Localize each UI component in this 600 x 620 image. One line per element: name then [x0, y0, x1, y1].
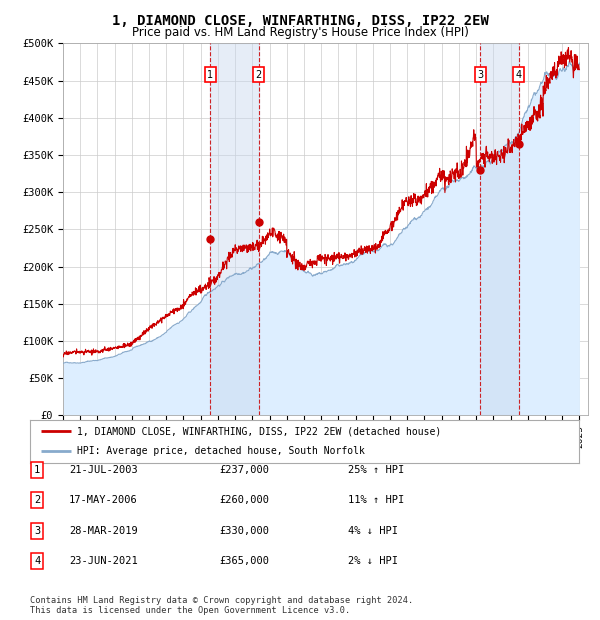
Text: 3: 3	[34, 526, 40, 536]
Text: 4% ↓ HPI: 4% ↓ HPI	[348, 526, 398, 536]
Bar	[480, 43, 518, 415]
Text: 1: 1	[34, 465, 40, 475]
Text: Price paid vs. HM Land Registry's House Price Index (HPI): Price paid vs. HM Land Registry's House …	[131, 26, 469, 39]
Text: 2% ↓ HPI: 2% ↓ HPI	[348, 556, 398, 566]
Text: 21-JUL-2003: 21-JUL-2003	[69, 465, 138, 475]
Text: 1: 1	[207, 69, 213, 79]
Text: £237,000: £237,000	[219, 465, 269, 475]
Text: 25% ↑ HPI: 25% ↑ HPI	[348, 465, 404, 475]
Text: 3: 3	[477, 69, 483, 79]
Text: 17-MAY-2006: 17-MAY-2006	[69, 495, 138, 505]
Text: £330,000: £330,000	[219, 526, 269, 536]
Text: £365,000: £365,000	[219, 556, 269, 566]
Text: 4: 4	[515, 69, 521, 79]
Text: HPI: Average price, detached house, South Norfolk: HPI: Average price, detached house, Sout…	[77, 446, 365, 456]
Text: 4: 4	[34, 556, 40, 566]
Text: £260,000: £260,000	[219, 495, 269, 505]
Text: 11% ↑ HPI: 11% ↑ HPI	[348, 495, 404, 505]
Text: 1, DIAMOND CLOSE, WINFARTHING, DISS, IP22 2EW: 1, DIAMOND CLOSE, WINFARTHING, DISS, IP2…	[112, 14, 488, 28]
Text: 23-JUN-2021: 23-JUN-2021	[69, 556, 138, 566]
Text: 28-MAR-2019: 28-MAR-2019	[69, 526, 138, 536]
Text: 2: 2	[34, 495, 40, 505]
Text: Contains HM Land Registry data © Crown copyright and database right 2024.
This d: Contains HM Land Registry data © Crown c…	[30, 596, 413, 615]
Text: 1, DIAMOND CLOSE, WINFARTHING, DISS, IP22 2EW (detached house): 1, DIAMOND CLOSE, WINFARTHING, DISS, IP2…	[77, 427, 441, 436]
Text: 2: 2	[256, 69, 262, 79]
Bar	[210, 43, 259, 415]
